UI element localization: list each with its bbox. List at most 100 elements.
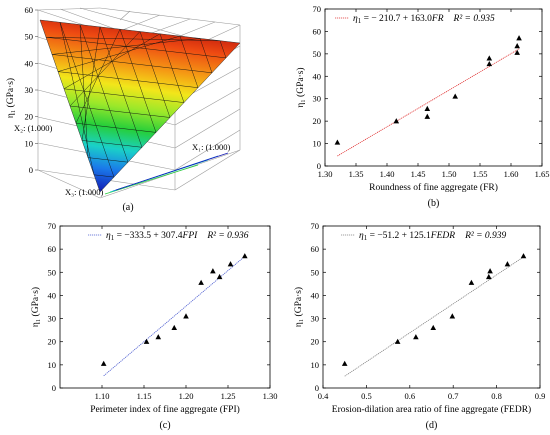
data-point (504, 261, 511, 267)
data-point (468, 279, 475, 285)
z-tick-label: 0 (29, 165, 33, 175)
data-point (216, 273, 223, 280)
z-tick-label: 30 (25, 85, 34, 95)
data-point (227, 261, 234, 267)
z-tick-label: 40 (25, 58, 34, 68)
x-axis-label: Roundness of fine aggregate (FR) (369, 182, 498, 193)
data-point (393, 118, 400, 124)
data-point (198, 279, 204, 285)
y-tick-label: 0 (315, 383, 319, 393)
y-tick-label: 0 (52, 383, 56, 393)
panel-c-scatter: 1.10 1.15 1.20 1.25 1.30 0 10 20 30 40 50 60 70 η1 = … (30, 221, 277, 431)
y-tick-label: 60 (313, 26, 322, 36)
data-point (514, 49, 520, 55)
data-point (486, 60, 493, 67)
y-tick-label: 50 (313, 49, 322, 59)
y-tick-label: 40 (48, 290, 57, 300)
z-axis-label: η₁ (GPa·s) (5, 78, 16, 118)
y-tick-label: 30 (313, 94, 322, 104)
x-tick-label: 1.60 (504, 169, 519, 179)
fit-equation: η1 = − 210.7 + 163.0FR R² = 0.935 (353, 14, 495, 25)
data-point (430, 324, 437, 331)
y-tick-label: 60 (311, 244, 320, 254)
y-tick-label: 20 (311, 337, 320, 347)
x-tick-label: 1.15 (137, 391, 152, 401)
x-tick-label: 0.6 (404, 391, 415, 401)
y-tick-label: 50 (48, 267, 57, 277)
y-tick-label: 20 (313, 116, 322, 126)
z-axis-ticks: 0 10 20 30 40 50 60 (25, 5, 38, 175)
x-tick-label: 1.30 (263, 391, 278, 401)
y-tick-label: 40 (311, 290, 320, 300)
data-point (155, 334, 162, 340)
panel-d-scatter: 0.4 0.5 0.6 0.7 0.8 0.9 0 10 20 30 40 50 60 70 η1 = −5… (293, 221, 545, 431)
x-tick-label: 1.35 (349, 169, 364, 179)
panel-a-surface-plot: 0 10 20 30 40 50 60 η₁ (GPa·s) X₂: (1.000) X₁:… (5, 5, 241, 213)
data-point (449, 313, 456, 319)
z-tick-label: 20 (25, 112, 34, 122)
data-point (424, 105, 431, 112)
corner-label-x1: X₁: (1.000) (192, 142, 231, 152)
panel-label-a: (a) (122, 202, 133, 213)
x-tick-label: 0.9 (535, 391, 546, 401)
y-tick-label: 20 (48, 337, 57, 347)
corner-label-x2: X₂: (1.000) (14, 123, 53, 133)
x-tick-label: 1.65 (535, 169, 550, 179)
data-point (520, 253, 527, 259)
floor-contours (104, 152, 229, 195)
y-tick-label: 50 (311, 267, 320, 277)
x-tick-label: 1.40 (380, 169, 395, 179)
x-axis-label: Erosion-dilation area ratio of fine aggr… (332, 404, 531, 415)
data-point (487, 268, 493, 274)
x-tick-label: 1.10 (95, 391, 110, 401)
y-tick-label: 10 (313, 139, 322, 149)
y-tick-label: 40 (313, 71, 322, 81)
data-point (100, 360, 107, 366)
y-tick-label: 70 (48, 221, 57, 231)
data-point (210, 268, 216, 274)
corner-label-x3: X₃: (1.000) (65, 187, 104, 197)
z-tick-label: 60 (25, 5, 34, 15)
plot-frame (59, 225, 271, 389)
z-tick-label: 10 (25, 138, 34, 148)
x-tick-label: 0.5 (361, 391, 372, 401)
data-point (424, 113, 431, 119)
x-tick-label: 1.50 (442, 169, 457, 179)
y-tick-label: 0 (317, 161, 321, 171)
data-point (394, 338, 401, 344)
data-point (334, 139, 341, 145)
data-point (183, 313, 189, 319)
y-tick-label: 30 (311, 314, 320, 324)
data-point (242, 253, 248, 259)
fit-line (337, 48, 520, 157)
surface-mesh (45, 22, 227, 178)
data-point (516, 35, 522, 41)
fit-line (103, 256, 246, 377)
data-point (486, 55, 493, 61)
x-tick-label: 1.45 (411, 169, 426, 179)
data-point (143, 338, 150, 344)
y-tick-label: 70 (313, 4, 322, 14)
x-tick-label: 1.30 (318, 169, 333, 179)
fit-equation: η1 = −333.5 + 307.4FPI R² = 0.936 (106, 231, 249, 242)
y-axis-label: η₁ (GPa·s) (295, 67, 306, 107)
x-tick-label: 0.7 (448, 391, 459, 401)
x-tick-label: 0.8 (491, 391, 502, 401)
panel-label: (c) (159, 420, 170, 431)
z-tick-label: 50 (25, 32, 34, 42)
y-tick-label: 70 (311, 221, 320, 231)
y-tick-label: 10 (311, 360, 320, 370)
y-tick-label: 30 (48, 314, 57, 324)
x-tick-label: 1.55 (473, 169, 488, 179)
y-tick-label: 10 (48, 360, 57, 370)
x-tick-label: 1.25 (221, 391, 236, 401)
data-point (341, 360, 348, 366)
y-axis-label: η₁ (GPa·s) (293, 287, 304, 327)
data-point (514, 43, 520, 49)
data-point (171, 324, 178, 331)
plot-frame (324, 8, 543, 167)
fit-equation: η1 = −51.2 + 125.1FEDR R² = 0.939 (359, 231, 507, 242)
data-point (485, 273, 492, 280)
data-point (452, 93, 458, 99)
